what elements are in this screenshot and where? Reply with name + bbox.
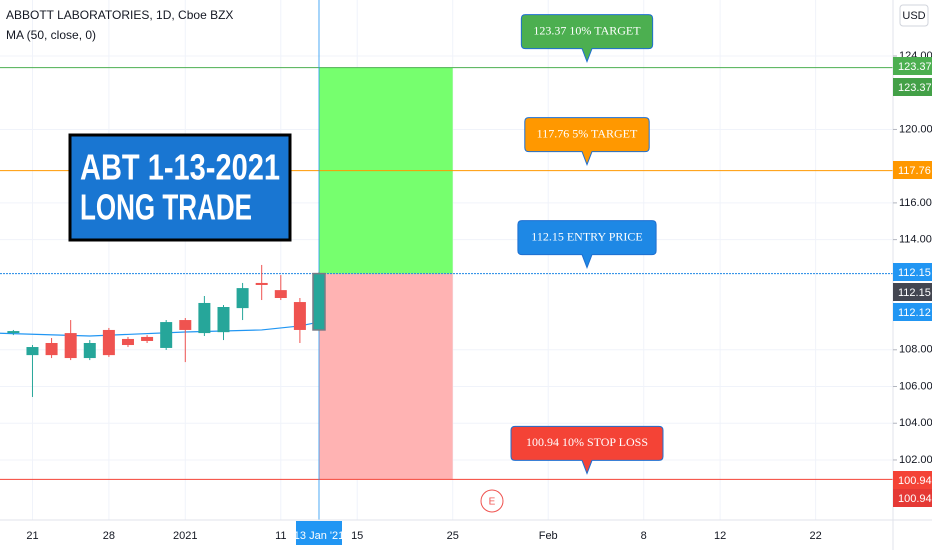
candle-body bbox=[255, 282, 268, 285]
crosshair-label-box bbox=[295, 521, 342, 545]
price-label: 100.94 bbox=[898, 475, 932, 487]
candle-body bbox=[160, 322, 173, 348]
chart-title: ABBOTT LABORATORIES, 1D, Cboe BZX bbox=[6, 8, 233, 22]
candle-body bbox=[141, 336, 154, 341]
price-label-box bbox=[893, 263, 932, 281]
callout-label: 117.76 5% TARGET bbox=[537, 126, 638, 140]
y-tick-label: 116.00 bbox=[899, 197, 932, 209]
currency-box[interactable] bbox=[899, 4, 929, 27]
callout-label: 123.37 10% TARGET bbox=[533, 23, 641, 37]
price-label: 123.37 bbox=[898, 82, 932, 94]
indicator-label: MA (50, close, 0) bbox=[6, 28, 96, 42]
callout bbox=[510, 425, 664, 475]
price-label: 117.76 bbox=[898, 165, 931, 177]
y-tick-label: 108.00 bbox=[899, 344, 932, 356]
candle-body bbox=[121, 338, 134, 346]
currency[interactable]: USD bbox=[902, 10, 925, 22]
price-label: 100.94 bbox=[898, 493, 932, 505]
y-tick-label: 106.00 bbox=[899, 380, 932, 392]
price-label: 123.37 bbox=[898, 61, 932, 73]
price-label-box bbox=[893, 303, 932, 321]
annotation-line: ABT 1-13-2021 bbox=[80, 147, 280, 188]
x-tick-label: 12 bbox=[714, 530, 726, 542]
price-label-box bbox=[893, 489, 932, 507]
candle-body bbox=[312, 272, 326, 331]
annotation-line: LONG TRADE bbox=[80, 187, 252, 228]
candle-body bbox=[102, 329, 115, 356]
x-tick-label: 21 bbox=[26, 530, 38, 542]
x-tick-label: 28 bbox=[103, 530, 115, 542]
candle-body bbox=[64, 333, 77, 359]
price-label-box bbox=[893, 161, 932, 179]
x-tick-label: 15 bbox=[351, 530, 363, 542]
callout-label: 112.15 ENTRY PRICE bbox=[531, 229, 642, 243]
crosshair-label: 13 Jan '21 bbox=[294, 530, 344, 542]
price-label: 112.15 bbox=[898, 267, 931, 279]
y-tick-label: 120.00 bbox=[899, 123, 932, 135]
price-label-box bbox=[893, 78, 932, 96]
price-label-box bbox=[893, 283, 932, 301]
candle-body bbox=[217, 307, 230, 333]
x-tick-label: 2021 bbox=[173, 530, 197, 542]
candle-body bbox=[45, 342, 58, 356]
event-label[interactable]: E bbox=[489, 497, 496, 508]
y-tick-label: 102.00 bbox=[899, 454, 932, 466]
candle-body bbox=[236, 288, 249, 309]
candle-body bbox=[198, 302, 211, 334]
callout bbox=[524, 117, 650, 166]
event-marker[interactable] bbox=[480, 489, 504, 513]
candle-body bbox=[83, 342, 96, 359]
price-label: 112.15 bbox=[898, 287, 931, 299]
plot-area: 123.37 10% TARGET 117.76 5% TARGET 112.15 … bbox=[0, 0, 893, 520]
x-tick-label: Feb bbox=[539, 530, 558, 542]
price-label-box bbox=[893, 471, 932, 489]
price-label: 112.12 bbox=[898, 307, 931, 319]
y-tick-label: 104.00 bbox=[899, 417, 932, 429]
price-label-box bbox=[893, 57, 932, 75]
candle-body bbox=[26, 347, 39, 356]
callout bbox=[520, 14, 654, 63]
candle-body bbox=[293, 302, 306, 330]
x-tick-label: 25 bbox=[447, 530, 459, 542]
x-tick-label: 11 bbox=[275, 530, 286, 542]
candle-body bbox=[274, 290, 287, 299]
loss-zone bbox=[318, 273, 453, 480]
annotation-box bbox=[68, 133, 292, 242]
callout-label: 100.94 10% STOP LOSS bbox=[526, 435, 648, 449]
callout bbox=[517, 220, 657, 269]
x-tick-label: 22 bbox=[810, 530, 822, 542]
x-tick-label: 8 bbox=[641, 530, 647, 542]
candle-body bbox=[179, 320, 192, 330]
y-tick-label: 114.00 bbox=[899, 234, 932, 246]
candle-body bbox=[7, 331, 20, 334]
